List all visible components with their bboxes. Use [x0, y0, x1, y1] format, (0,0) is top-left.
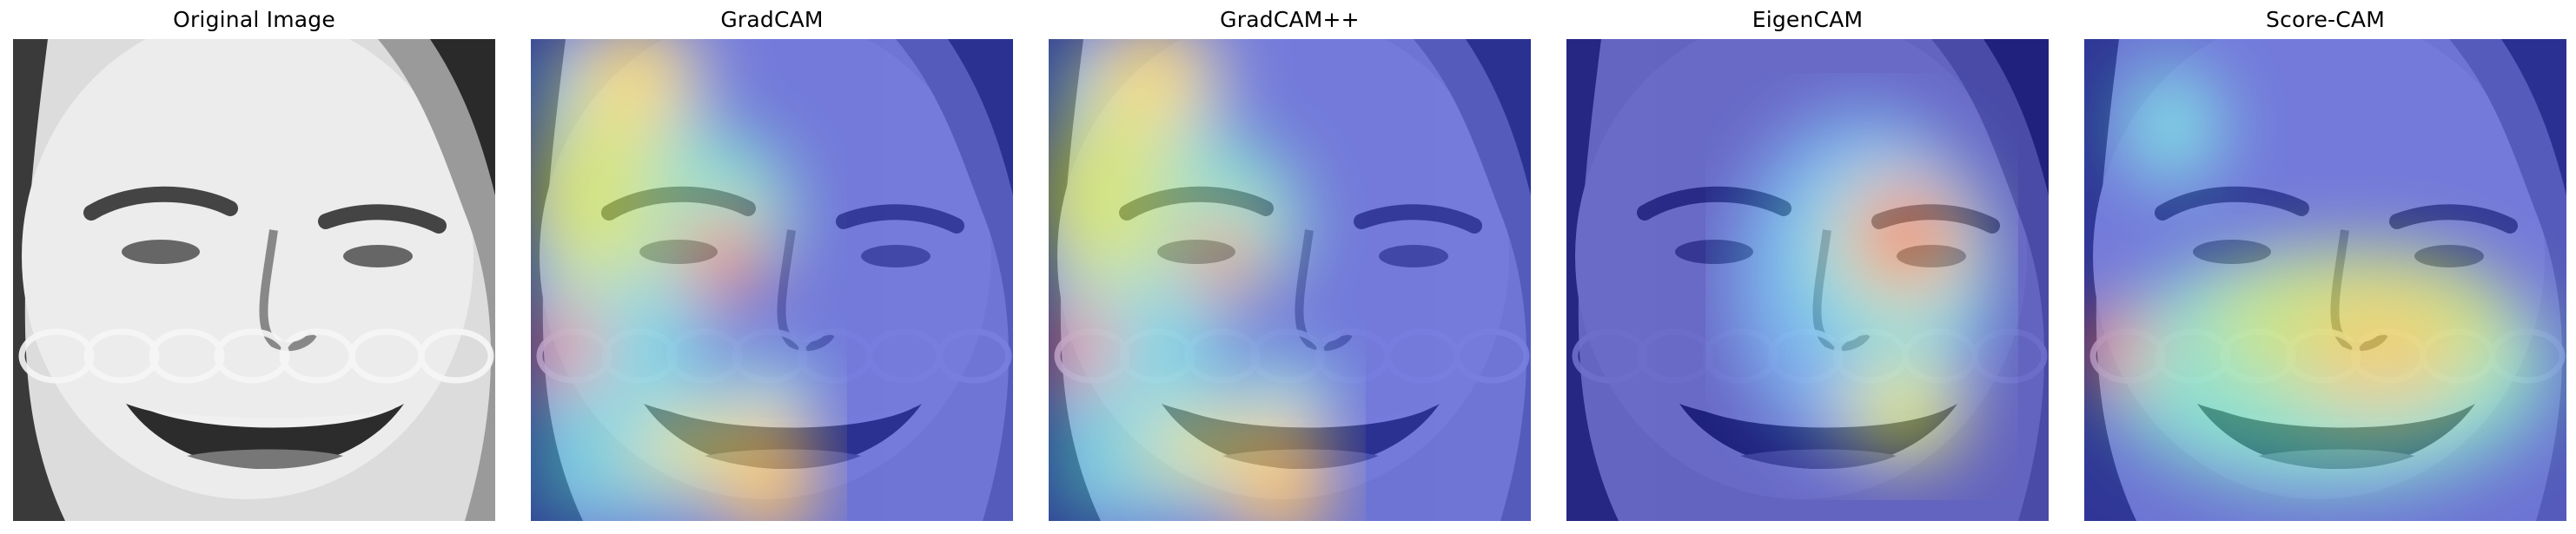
- gradcam-heatmap-image: [531, 39, 1013, 521]
- panel-title: GradCAM++: [1220, 7, 1360, 32]
- panel-eigencam: EigenCAM: [1566, 0, 2049, 534]
- panel-title: GradCAM: [720, 7, 824, 32]
- panel-title: EigenCAM: [1752, 7, 1864, 32]
- panel-title: Original Image: [173, 7, 335, 32]
- original-image: [13, 39, 495, 521]
- panel-gradcam: GradCAM: [531, 0, 1013, 534]
- panel-gradcampp: GradCAM++: [1049, 0, 1531, 534]
- eigencam-heatmap-image: [1566, 39, 2049, 521]
- gradcampp-heatmap-image: [1049, 39, 1531, 521]
- scorecam-heatmap-image: [2084, 39, 2566, 521]
- panel-original: Original Image: [13, 0, 495, 534]
- panel-scorecam: Score-CAM: [2084, 0, 2566, 534]
- panel-title: Score-CAM: [2266, 7, 2385, 32]
